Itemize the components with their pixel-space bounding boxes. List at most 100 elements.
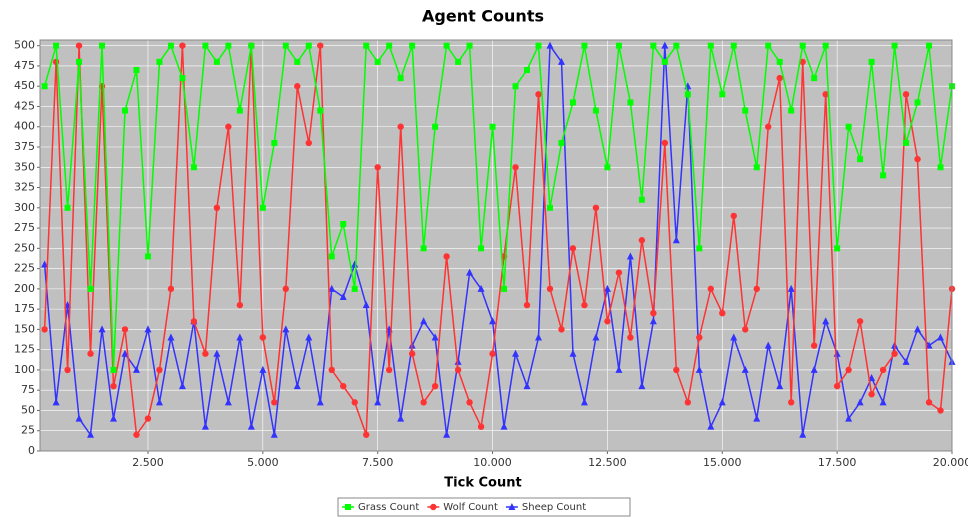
marker bbox=[409, 42, 416, 49]
marker bbox=[52, 398, 60, 406]
marker bbox=[592, 333, 600, 341]
marker bbox=[41, 260, 49, 268]
marker bbox=[615, 269, 623, 276]
marker bbox=[753, 164, 760, 171]
marker bbox=[650, 309, 657, 317]
marker bbox=[787, 399, 795, 406]
marker bbox=[155, 398, 163, 406]
marker bbox=[167, 285, 175, 293]
x-tick-label: 7.500 bbox=[362, 456, 394, 469]
marker bbox=[569, 99, 576, 106]
marker bbox=[880, 172, 887, 179]
marker bbox=[914, 155, 921, 163]
marker bbox=[397, 414, 405, 422]
y-tick-label: 400 bbox=[14, 120, 35, 133]
marker bbox=[489, 350, 496, 357]
marker bbox=[500, 422, 508, 430]
marker bbox=[730, 333, 738, 341]
marker bbox=[454, 366, 462, 374]
marker bbox=[581, 301, 588, 309]
plot-border bbox=[39, 39, 953, 452]
marker bbox=[764, 341, 772, 349]
marker bbox=[845, 123, 852, 130]
marker bbox=[822, 91, 829, 98]
plot-area bbox=[40, 40, 952, 451]
y-tick-label: 125 bbox=[14, 343, 35, 356]
marker bbox=[431, 333, 439, 341]
marker bbox=[99, 42, 106, 49]
marker bbox=[420, 317, 428, 325]
marker bbox=[225, 42, 232, 49]
marker bbox=[317, 107, 324, 114]
marker bbox=[903, 139, 910, 146]
marker bbox=[64, 366, 71, 374]
marker bbox=[431, 382, 439, 390]
marker bbox=[615, 42, 622, 49]
marker bbox=[891, 42, 898, 49]
marker bbox=[236, 301, 244, 309]
marker bbox=[822, 317, 830, 325]
marker bbox=[454, 357, 462, 365]
x-tick-label: 20.000 bbox=[933, 456, 968, 469]
series-line bbox=[43, 43, 953, 437]
marker bbox=[41, 83, 48, 90]
marker bbox=[626, 252, 634, 260]
marker bbox=[925, 399, 933, 406]
chart-title: Agent Counts bbox=[422, 7, 544, 26]
marker bbox=[592, 107, 599, 114]
marker bbox=[351, 399, 358, 406]
marker bbox=[420, 245, 427, 252]
marker bbox=[569, 245, 577, 252]
marker bbox=[765, 42, 772, 49]
marker bbox=[478, 245, 485, 252]
marker bbox=[247, 422, 255, 430]
marker bbox=[397, 75, 404, 82]
marker bbox=[121, 349, 129, 357]
y-tick-label: 300 bbox=[14, 201, 35, 214]
marker bbox=[534, 333, 542, 341]
marker bbox=[615, 365, 623, 373]
x-tick-label: 5.000 bbox=[247, 456, 279, 469]
marker bbox=[925, 341, 933, 349]
x-tick-label: 12.500 bbox=[588, 456, 627, 469]
marker bbox=[810, 365, 818, 373]
marker bbox=[87, 430, 95, 438]
marker bbox=[673, 42, 680, 49]
marker bbox=[845, 414, 853, 422]
marker bbox=[87, 350, 94, 357]
marker bbox=[914, 99, 921, 106]
marker bbox=[558, 139, 565, 146]
marker bbox=[167, 42, 174, 49]
marker bbox=[546, 41, 554, 49]
marker bbox=[271, 139, 278, 146]
marker bbox=[753, 285, 760, 293]
marker bbox=[604, 318, 611, 325]
marker bbox=[902, 91, 910, 98]
marker bbox=[638, 237, 646, 244]
marker bbox=[202, 350, 209, 357]
y-tick-label: 475 bbox=[14, 59, 35, 72]
marker bbox=[178, 382, 186, 390]
marker bbox=[742, 326, 749, 333]
marker bbox=[294, 58, 301, 65]
marker bbox=[225, 123, 232, 130]
legend-label: Grass Count bbox=[358, 502, 419, 513]
marker bbox=[443, 42, 450, 49]
y-tick-label: 450 bbox=[14, 79, 35, 92]
marker bbox=[661, 58, 668, 65]
x-tick-label: 17.500 bbox=[818, 456, 857, 469]
marker bbox=[339, 292, 347, 300]
marker bbox=[466, 42, 473, 49]
marker bbox=[248, 42, 255, 49]
marker bbox=[833, 382, 841, 390]
marker bbox=[305, 333, 313, 341]
y-tick-label: 275 bbox=[14, 221, 35, 234]
marker bbox=[524, 66, 531, 73]
marker bbox=[259, 365, 267, 373]
marker bbox=[466, 399, 473, 406]
marker bbox=[294, 83, 301, 90]
marker bbox=[121, 107, 128, 114]
marker bbox=[374, 398, 382, 406]
marker bbox=[363, 431, 370, 438]
